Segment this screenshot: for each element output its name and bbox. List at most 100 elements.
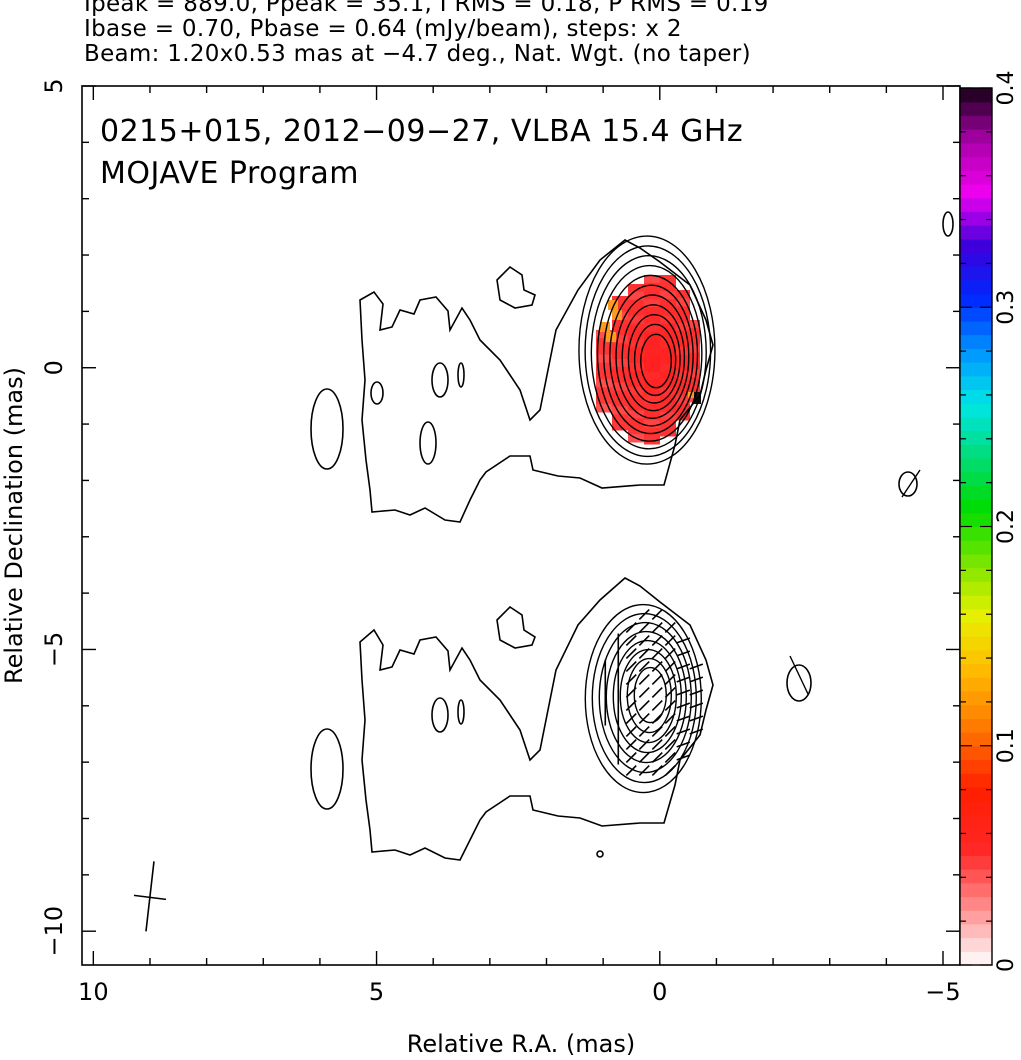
colorbar-band [960, 745, 992, 761]
top-knot-6 [942, 211, 954, 237]
x-tick-label: 5 [369, 978, 384, 1006]
polarization-pixel [644, 339, 660, 348]
polarization-pixel [660, 419, 676, 429]
colorbar-tick-label: 0.1 [994, 728, 1019, 763]
polarization-pixel [676, 290, 690, 299]
polarization-pixel [596, 387, 612, 397]
colorbar-tick-label: 0.4 [994, 71, 1019, 106]
evpa-tick [638, 648, 650, 660]
polarization-pixel [628, 394, 644, 403]
polarization-pixel [644, 419, 660, 429]
colorbar-band [960, 88, 992, 103]
core-contour [615, 294, 690, 419]
core-contour [627, 313, 681, 404]
x-tick-label: 10 [78, 978, 109, 1006]
evpa-tick [651, 726, 663, 738]
polarization-pixel [660, 331, 676, 340]
polarization-pixel [612, 335, 628, 344]
evpa-tick [664, 661, 676, 673]
colorbar-band [960, 677, 992, 692]
bottom-panel-contours [310, 577, 812, 861]
polarization-pixel [660, 371, 676, 381]
evpa-tick [651, 700, 663, 712]
polarization-pixel [612, 351, 628, 360]
evpa-tick [664, 765, 676, 777]
colorbar-band [960, 471, 992, 486]
core-contour [633, 666, 667, 724]
y-tick-label: 5 [40, 78, 68, 93]
core-contour [609, 284, 694, 427]
bottom-knot-1 [431, 697, 449, 733]
colorbar-band [960, 704, 992, 719]
polarization-pixel [676, 363, 690, 372]
colorbar-tick-label: 0.2 [994, 509, 1019, 544]
evpa-tick [625, 765, 637, 777]
bottom-knot-5 [786, 664, 812, 702]
colorbar-band [960, 320, 992, 336]
evpa-tick [638, 661, 650, 673]
polarization-pixel [660, 275, 676, 284]
evpa-tick [651, 739, 663, 751]
contour-map [310, 211, 954, 861]
core-contour [621, 304, 686, 412]
colorbar-band [960, 773, 992, 788]
polarization-pixel [628, 347, 644, 356]
colorbar-band [960, 827, 992, 843]
plot-frame [81, 85, 961, 966]
core-contour [596, 264, 703, 442]
evpa-tick [689, 728, 704, 735]
colorbar-band [960, 540, 992, 555]
colorbar-band [960, 279, 992, 295]
colorbar-tick-label: 0.3 [994, 290, 1019, 325]
colorbar-band [960, 293, 992, 308]
evpa-tick [676, 663, 691, 670]
core-contour [605, 630, 687, 764]
colorbar-band [960, 362, 992, 377]
colorbar-band [960, 814, 992, 829]
evpa-tick [625, 648, 637, 660]
bottom-knot-3 [310, 728, 344, 810]
polarization-pixel [644, 371, 660, 381]
core-contour [584, 245, 712, 458]
colorbar-band [960, 649, 992, 665]
polarization-pixel [690, 320, 700, 329]
polarization-pixel [596, 379, 612, 388]
evpa-tick [638, 765, 650, 777]
polarization-pixel [612, 406, 628, 415]
evpa-tick [664, 674, 676, 686]
header-line-1: Ipeak = 889.0, Ppeak = 35.1, I RMS = 0.1… [84, 0, 769, 17]
polarization-pixel [596, 395, 612, 405]
y-axis-label: Relative Declination (mas) [0, 367, 28, 684]
polarization-pixel [628, 378, 644, 388]
polarization-pixel [596, 371, 612, 380]
polarization-pixel [644, 315, 660, 324]
evpa-tick [676, 689, 691, 696]
colorbar-band [960, 800, 992, 815]
map-annotation: MOJAVE Program [100, 156, 359, 191]
top-knot-7 [898, 471, 918, 497]
polarization-pixel [644, 347, 660, 356]
polarization-pixel [690, 352, 700, 362]
colorbar-band [960, 348, 992, 363]
polarization-pixel [644, 355, 660, 365]
top-outer-contour [359, 239, 714, 523]
evpa-tick [625, 687, 637, 699]
evpa-tick [625, 700, 637, 712]
top-panel-contours [310, 211, 954, 523]
polarization-pixel [600, 322, 610, 332]
evpa-tick [625, 635, 637, 647]
x-axis-label: Relative R.A. (mas) [407, 1030, 635, 1058]
polarization-pixel [608, 300, 618, 310]
evpa-tick [689, 715, 704, 722]
evpa-tick [676, 637, 691, 644]
polarization-pixel [596, 403, 612, 413]
evpa-tick [676, 676, 691, 683]
polarization-pixel [612, 343, 628, 352]
x-ticks [92, 86, 944, 965]
evpa-tick [638, 674, 650, 686]
header-line-3: Beam: 1.20x0.53 mas at −4.7 deg., Nat. W… [84, 41, 751, 67]
polarization-pixel [644, 379, 660, 389]
polarization-pixel [676, 395, 690, 405]
polarization-pixel [690, 369, 700, 378]
